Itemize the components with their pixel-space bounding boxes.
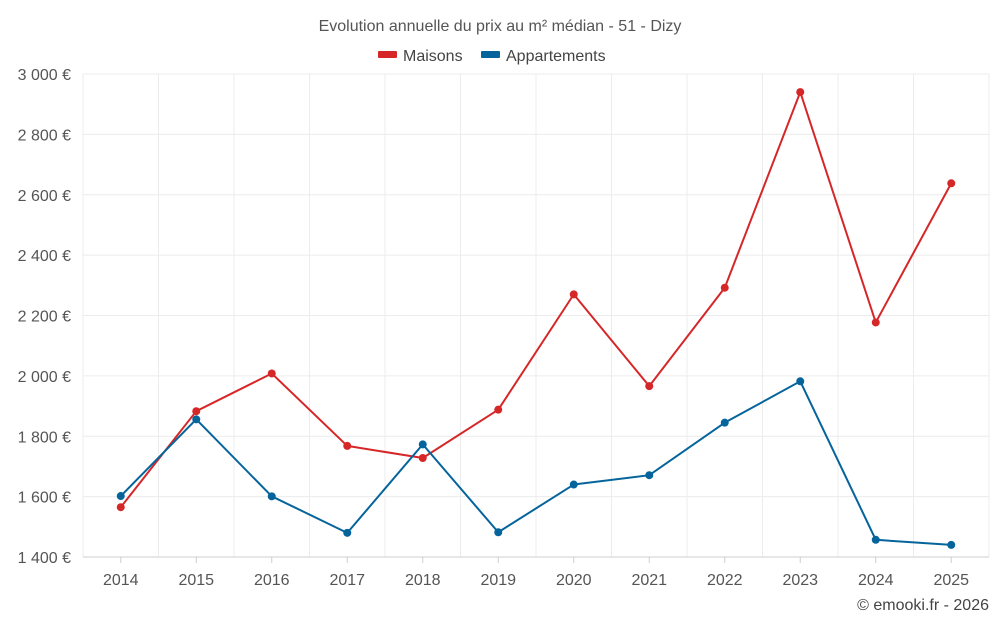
x-tick-label: 2021 [631,572,667,589]
data-point-maisons[interactable] [871,318,880,327]
grid [82,73,990,558]
data-point-maisons[interactable] [645,382,654,391]
x-tick-label: 2022 [707,572,743,589]
series [116,88,956,549]
data-point-maisons[interactable] [569,290,578,299]
legend-item-maisons[interactable]: Maisons [378,48,463,65]
data-point-appartements[interactable] [267,492,276,501]
data-point-appartements[interactable] [796,377,805,386]
x-tick-label: 2015 [178,572,214,589]
y-tick-label: 2 000 € [18,369,71,386]
data-point-maisons[interactable] [720,283,729,292]
series-line-maisons [119,91,953,509]
x-tick-label: 2016 [254,572,290,589]
series-appartements [116,377,956,549]
data-point-appartements[interactable] [192,415,201,424]
x-tick-label: 2017 [329,572,365,589]
y-tick-label: 3 000 € [18,67,71,84]
data-point-maisons[interactable] [343,441,352,450]
data-point-maisons[interactable] [418,453,427,462]
x-tick-label: 2019 [480,572,516,589]
x-tick-label: 2018 [405,572,441,589]
legend-label-maisons: Maisons [403,48,463,65]
chart-title: Evolution annuelle du prix au m² médian … [319,18,682,35]
data-point-maisons[interactable] [494,405,503,414]
y-tick-label: 2 600 € [18,188,71,205]
x-tick-label: 2025 [933,572,969,589]
data-point-appartements[interactable] [418,440,427,449]
series-maisons [116,88,956,512]
data-point-appartements[interactable] [116,492,125,501]
data-point-maisons[interactable] [267,369,276,378]
y-tick-label: 1 800 € [18,429,71,446]
legend-swatch-appartements [481,51,500,58]
axes: 1 400 € 1 600 € 1 800 € 2 000 € 2 200 € 2 400… [18,67,989,589]
x-tick-label: 2020 [556,572,592,589]
y-tick-label: 2 400 € [18,248,71,265]
data-point-appartements[interactable] [947,540,956,549]
data-point-appartements[interactable] [720,418,729,427]
x-tick-label: 2024 [858,572,894,589]
y-tick-label: 1 600 € [18,490,71,507]
data-point-maisons[interactable] [947,179,956,188]
data-point-appartements[interactable] [871,535,880,544]
x-tick-label: 2014 [103,572,139,589]
data-point-maisons[interactable] [192,407,201,416]
x-tick-label: 2023 [782,572,818,589]
y-tick-label: 2 200 € [18,309,71,326]
legend-swatch-maisons [378,51,397,58]
legend-label-appartements: Appartements [506,48,606,65]
y-tick-label: 1 400 € [18,550,71,567]
credit-text: © emooki.fr - 2026 [857,597,989,614]
data-point-appartements[interactable] [645,471,654,480]
data-point-maisons[interactable] [796,88,805,97]
y-tick-label: 2 800 € [18,127,71,144]
data-point-maisons[interactable] [116,503,125,512]
series-line-appartements [119,380,953,546]
data-point-appartements[interactable] [494,528,503,537]
legend: Maisons Appartements [378,48,606,65]
legend-item-appartements[interactable]: Appartements [481,48,606,65]
data-point-appartements[interactable] [569,480,578,489]
data-point-appartements[interactable] [343,528,352,537]
